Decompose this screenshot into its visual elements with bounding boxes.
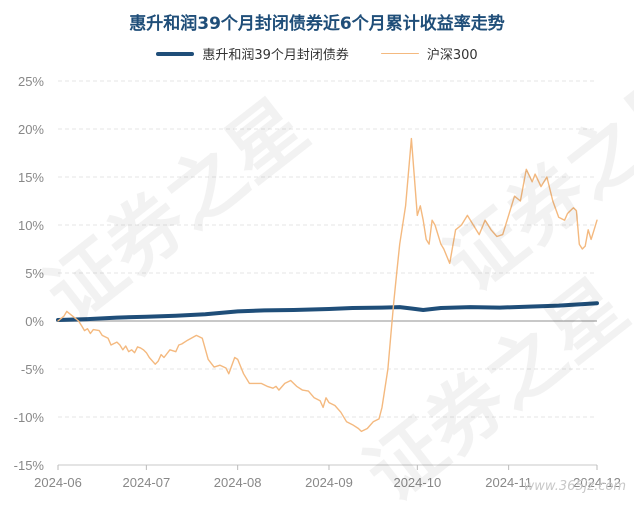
y-tick-label: 0%: [25, 314, 44, 329]
x-axis: 2024-06 2024-07 2024-08 2024-09 2024-10 2024-…: [34, 464, 621, 490]
y-tick-label: -5%: [21, 362, 45, 377]
y-tick-label: 10%: [18, 218, 44, 233]
x-tick-label: 2024-07: [123, 475, 171, 490]
y-tick-label: 20%: [18, 122, 44, 137]
legend-item-index[interactable]: 沪深300: [380, 44, 478, 63]
series-line-index[interactable]: [57, 137, 598, 433]
legend-label-index: 沪深300: [426, 48, 478, 63]
x-tick-label: 2024-06: [34, 475, 82, 490]
gridlines: [58, 80, 597, 466]
x-tick-label: 2024-12: [573, 475, 621, 490]
legend-swatch-index: [380, 52, 419, 55]
y-tick-label: 5%: [25, 266, 44, 281]
chart-canvas: 25%20%15%10%5%0%-5%-10%-15% 2024-06 2024-…: [14, 74, 621, 490]
series-lines: [56, 137, 599, 433]
x-tick-label: 2024-08: [214, 475, 262, 490]
legend-item-fund[interactable]: 惠升和润39个月封闭债券: [156, 44, 349, 63]
legend-swatch-fund: [156, 51, 195, 56]
y-tick-label: 15%: [18, 170, 44, 185]
x-tick-label: 2024-11: [485, 475, 532, 490]
legend-label-fund: 惠升和润39个月封闭债券: [202, 48, 349, 63]
y-axis: 25% 20% 15% 10% 5% 0% -5% -10% -15%: [14, 74, 45, 473]
legend: 惠升和润39个月封闭债券 沪深300: [0, 44, 634, 63]
site-watermark: www.365jz.com: [523, 479, 626, 494]
chart-title: 惠升和润39个月封闭债券近6个月累计收益率走势: [129, 14, 505, 34]
x-tick-label: 2024-09: [305, 475, 353, 490]
y-tick-label: -15%: [14, 458, 45, 473]
y-tick-label: 25%: [18, 74, 44, 89]
y-tick-label: -10%: [14, 410, 45, 425]
x-tick-label: 2024-10: [393, 475, 441, 490]
series-line-fund[interactable]: [56, 301, 599, 322]
